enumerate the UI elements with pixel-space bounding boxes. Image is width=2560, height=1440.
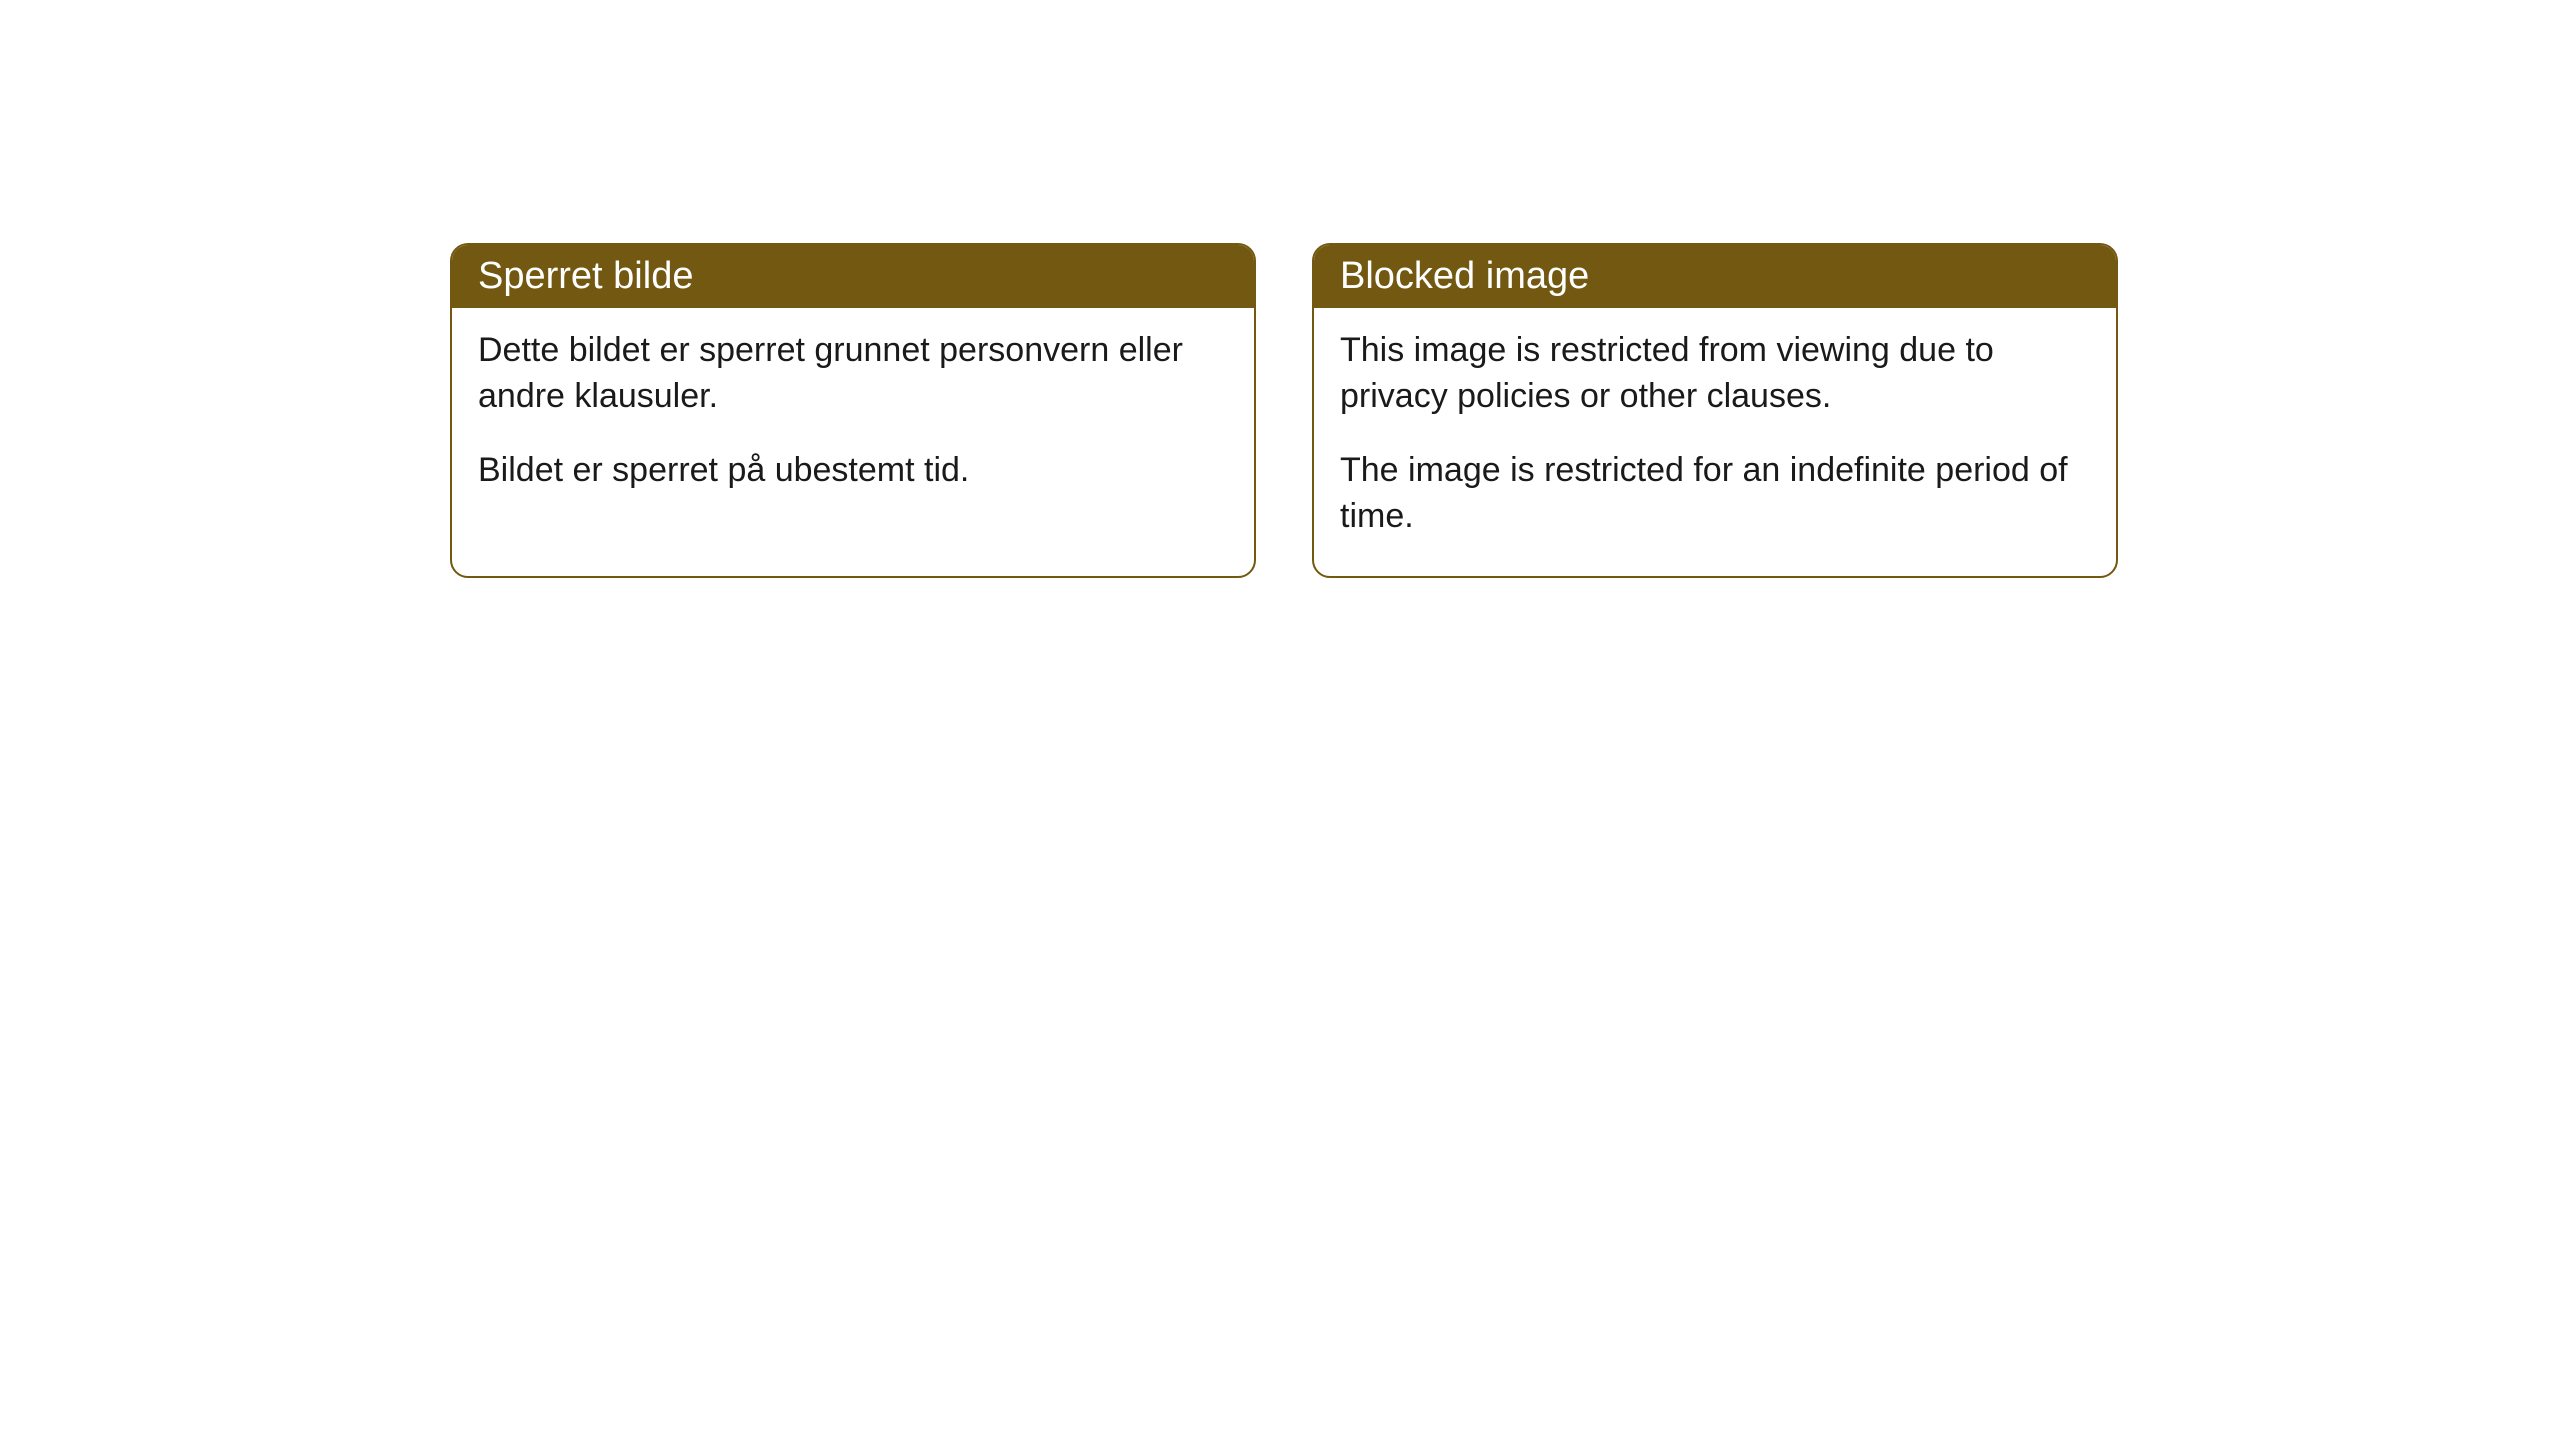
card-header-norwegian: Sperret bilde bbox=[452, 245, 1254, 308]
card-body-english: This image is restricted from viewing du… bbox=[1314, 308, 2116, 576]
card-header-english: Blocked image bbox=[1314, 245, 2116, 308]
card-paragraph: This image is restricted from viewing du… bbox=[1340, 328, 2090, 420]
notice-card-english: Blocked image This image is restricted f… bbox=[1312, 243, 2118, 578]
card-paragraph: Bildet er sperret på ubestemt tid. bbox=[478, 448, 1228, 494]
notice-cards-container: Sperret bilde Dette bildet er sperret gr… bbox=[450, 243, 2118, 578]
card-body-norwegian: Dette bildet er sperret grunnet personve… bbox=[452, 308, 1254, 530]
notice-card-norwegian: Sperret bilde Dette bildet er sperret gr… bbox=[450, 243, 1256, 578]
card-paragraph: Dette bildet er sperret grunnet personve… bbox=[478, 328, 1228, 420]
card-paragraph: The image is restricted for an indefinit… bbox=[1340, 448, 2090, 540]
